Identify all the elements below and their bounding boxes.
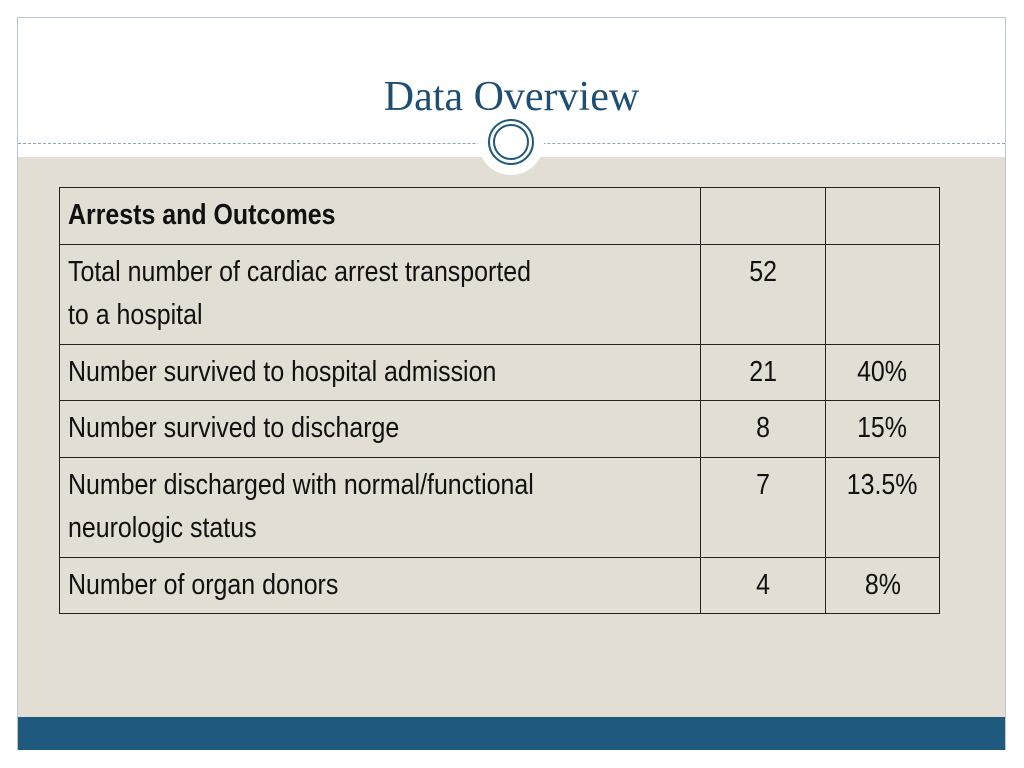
- table-row: Number discharged with normal/functional…: [59, 456, 940, 558]
- table-row: Number survived to discharge 8 15%: [59, 400, 940, 458]
- row-percent-cell: [825, 243, 940, 345]
- row-label-line1: Number of organ donors: [68, 568, 339, 601]
- row-count-cell: 52: [700, 243, 826, 345]
- table-row: Total number of cardiac arrest transport…: [59, 243, 940, 345]
- row-label-line2: neurologic status: [68, 512, 257, 544]
- row-label-line1: Number survived to discharge: [68, 412, 400, 444]
- row-percent-cell: 8%: [825, 556, 940, 614]
- row-count-cell: 21: [700, 343, 826, 401]
- row-percent-cell: 15%: [825, 400, 940, 458]
- footer-bar: [18, 717, 1005, 750]
- table-header-row: Arrests and Outcomes: [59, 187, 940, 245]
- outcomes-table: Arrests and Outcomes Total number of car…: [59, 187, 940, 614]
- row-label-line1: Number discharged with normal/functional: [68, 468, 534, 501]
- table-row: Number survived to hospital admission 21…: [59, 343, 940, 401]
- header-cell-label: Arrests and Outcomes: [59, 187, 701, 245]
- row-count-cell: 8: [700, 400, 826, 458]
- ornament-inner-ring: [493, 124, 529, 160]
- header-cell-percent: [825, 187, 940, 245]
- row-label-cell: Number discharged with normal/functional…: [59, 456, 701, 558]
- row-label-line1: Number survived to hospital admission: [68, 355, 497, 388]
- row-percent-cell: 13.5%: [825, 456, 940, 558]
- header-label: Arrests and Outcomes: [68, 199, 336, 231]
- row-label-cell: Number survived to discharge: [59, 400, 701, 458]
- header-cell-count: [700, 187, 826, 245]
- ornament-outer-ring: [488, 119, 534, 165]
- row-label-cell: Number survived to hospital admission: [59, 343, 701, 401]
- circle-ornament-icon: [478, 109, 544, 175]
- row-count-cell: 7: [700, 456, 826, 558]
- row-label-cell: Total number of cardiac arrest transport…: [59, 243, 701, 345]
- table-row: Number of organ donors 4 8%: [59, 556, 940, 614]
- row-count-cell: 4: [700, 556, 826, 614]
- row-label-line1: Total number of cardiac arrest transport…: [68, 255, 532, 288]
- row-label-line2: to a hospital: [68, 299, 203, 331]
- row-label-cell: Number of organ donors: [59, 556, 701, 614]
- row-percent-cell: 40%: [825, 343, 940, 401]
